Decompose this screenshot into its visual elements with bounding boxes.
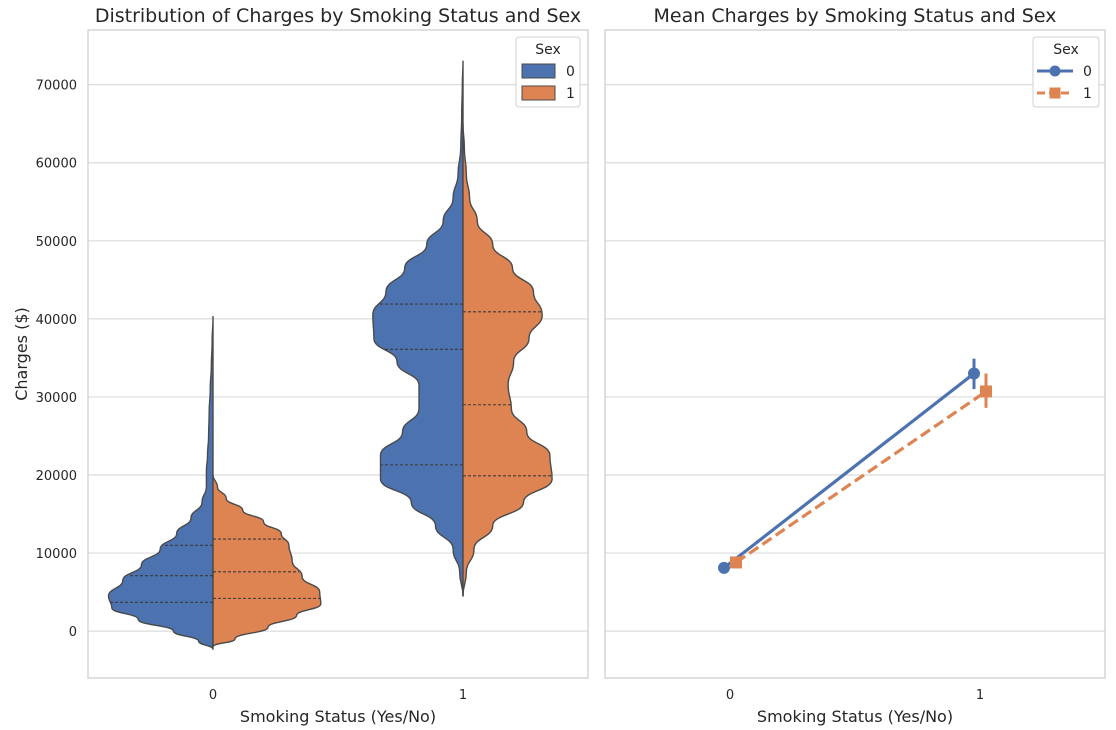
y-tick-label: 60000 xyxy=(36,157,77,172)
violin-legend-swatch-1 xyxy=(521,85,556,101)
pointplot-panel: Mean Charges by Smoking Status and Sex 0… xyxy=(604,5,1106,726)
pointplot-legend: Sex 0 1 xyxy=(1032,36,1100,108)
pointplot-chart-title: Mean Charges by Smoking Status and Sex xyxy=(654,5,1057,27)
x-tick-label: 0 xyxy=(209,688,217,703)
y-tick-label: 30000 xyxy=(36,391,77,406)
violin-half-sex-0-smoker-0 xyxy=(107,315,214,650)
data-point xyxy=(730,556,742,569)
pointplot-legend-title: Sex xyxy=(1053,42,1079,58)
pointplot-series xyxy=(718,358,992,574)
violin-x-axis-label: Smoking Status (Yes/No) xyxy=(240,707,436,726)
violin-legend-label-0: 0 xyxy=(566,64,575,80)
pointplot-legend-label-0: 0 xyxy=(1083,64,1092,80)
pointplot-plot-frame xyxy=(604,29,1106,679)
y-tick-label: 70000 xyxy=(36,79,77,94)
y-tick-label: 20000 xyxy=(36,469,77,484)
violin-half-sex-1-smoker-0 xyxy=(212,474,322,648)
violin-half-sex-0-smoker-1 xyxy=(372,60,464,597)
pointplot-x-axis-label: Smoking Status (Yes/No) xyxy=(757,707,953,726)
series-line-sex-1 xyxy=(735,390,987,564)
pointplot-legend-marker-1 xyxy=(1049,87,1061,99)
violin-legend-swatch-0 xyxy=(521,63,556,79)
violin-quartile-lines xyxy=(110,303,552,603)
pointplot-gridlines xyxy=(605,84,1105,632)
y-tick-label: 50000 xyxy=(36,235,77,250)
violin-chart-title: Distribution of Charges by Smoking Statu… xyxy=(95,5,581,27)
violin-y-axis-label: Charges ($) xyxy=(12,307,31,401)
violin-panel: Distribution of Charges by Smoking Statu… xyxy=(12,5,589,726)
violin-legend-label-1: 1 xyxy=(566,86,575,102)
y-tick-label: 0 xyxy=(69,625,77,640)
violin-legend: Sex 0 1 xyxy=(515,36,581,108)
x-tick-label: 1 xyxy=(976,688,984,703)
x-tick-label: 1 xyxy=(459,688,467,703)
data-point xyxy=(968,367,980,380)
data-point xyxy=(980,385,992,398)
pointplot-legend-label-1: 1 xyxy=(1083,86,1092,102)
y-tick-label: 40000 xyxy=(36,313,77,328)
y-tick-label: 10000 xyxy=(36,547,77,562)
x-tick-label: 0 xyxy=(726,688,734,703)
data-point xyxy=(718,561,730,574)
pointplot-legend-marker-0 xyxy=(1049,65,1061,77)
violin-half-sex-1-smoker-1 xyxy=(462,122,553,597)
violin-plot-frame xyxy=(87,29,589,679)
violin-y-tick-labels: 0 10000 20000 30000 40000 50000 60000 70000 xyxy=(36,79,77,641)
violin-legend-title: Sex xyxy=(535,42,561,58)
series-line-sex-0 xyxy=(723,372,975,570)
violins xyxy=(107,60,553,650)
